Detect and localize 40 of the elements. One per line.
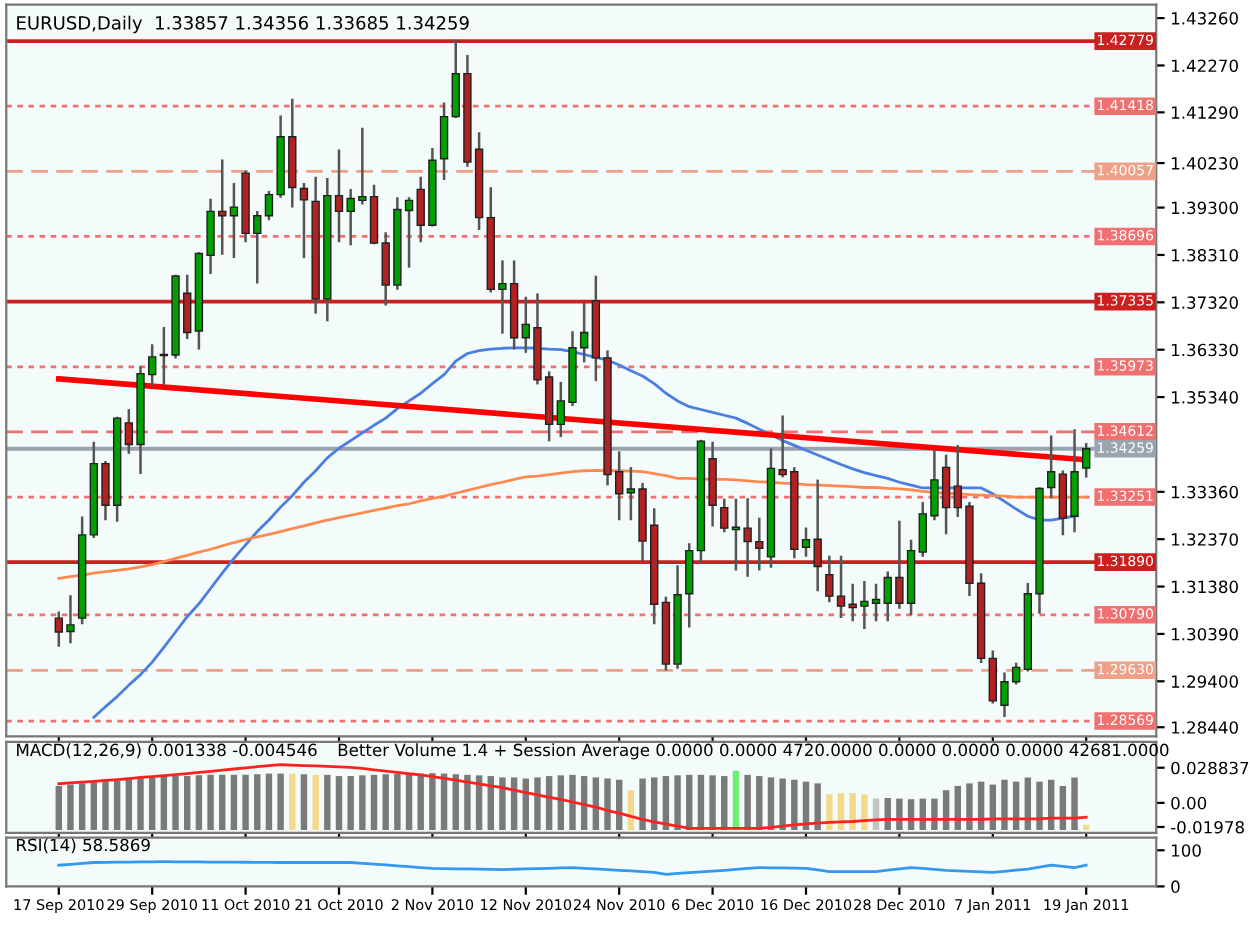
candlestick [299, 182, 309, 259]
y-tick-label: 1.38310 [1171, 248, 1238, 262]
candlestick [685, 543, 694, 628]
y-tick-label: 1.35340 [1171, 391, 1238, 404]
line-series [57, 860, 1088, 876]
y-tick-label: -0.01978 [1170, 820, 1244, 834]
candlestick [1046, 435, 1056, 499]
line-series [92, 346, 1076, 719]
y-tick-label: 1.30390 [1171, 627, 1238, 641]
line-series [57, 763, 1088, 830]
bar [289, 773, 296, 831]
chart-title: MACD(12,26,9) 0.001338 -0.004546 [17, 743, 317, 759]
candlestick [1082, 442, 1091, 478]
text: EURUSD,Daily 1.33857 1.34356 1.33685 1.34259 [17, 15, 469, 34]
y-tick-label: 1.33360 [1171, 485, 1238, 499]
chart-title: RSI(14) 58.5869 [17, 838, 150, 854]
y-tick-label: 1.31380 [1171, 580, 1238, 594]
y-tick-label: 100 [1171, 844, 1201, 857]
bar [861, 794, 868, 831]
bar [849, 793, 856, 831]
y-tick-label: 0.028837 [1171, 761, 1249, 775]
y-tick-label: 1.39300 [1171, 201, 1238, 215]
y-tick-label: 1.43260 [1171, 12, 1238, 25]
bar [744, 774, 751, 831]
y-tick-label: 1.29400 [1171, 675, 1238, 688]
y-tick-label: 1.42270 [1171, 59, 1238, 73]
annotation: Better Volume 1.4 + Session Average 0.0000 0.0000 4720.0000 0.0000 0.0000 0.0000 42681.0000 [338, 743, 1169, 760]
y-tick-label: 1.41290 [1171, 106, 1238, 119]
candlestick [720, 498, 729, 533]
y-tick-label: 0 [1171, 880, 1180, 893]
y-tick-label: 1.40230 [1171, 157, 1238, 170]
y-tick-label: 1.32370 [1171, 533, 1238, 546]
y-tick-label: 1.37320 [1171, 296, 1238, 309]
bar [826, 794, 833, 831]
y-tick-label: 0.00 [1171, 796, 1207, 810]
y-tick-label: 1.28440 [1171, 721, 1238, 734]
bar [709, 775, 716, 831]
candlestick [439, 102, 449, 181]
y-tick-label: 1.36330 [1171, 343, 1238, 357]
bar [312, 774, 319, 831]
